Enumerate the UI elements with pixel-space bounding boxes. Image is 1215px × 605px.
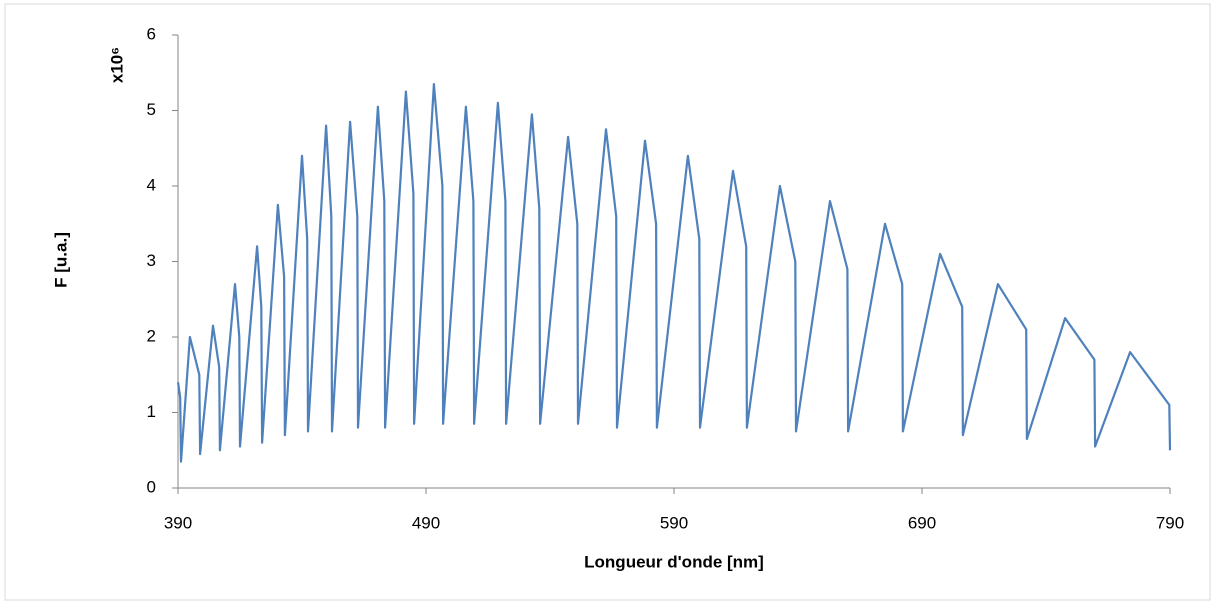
chart-frame (4, 3, 1211, 601)
y-tick-label: 1 (147, 402, 156, 421)
x-tick-label: 690 (908, 513, 936, 532)
y-tick-label: 3 (147, 251, 156, 270)
y-tick-label: 6 (147, 24, 156, 43)
data-line (176, 83, 1172, 463)
y-tick-label: 0 (147, 477, 156, 496)
x-tick-label: 390 (164, 513, 192, 532)
y-axis-title: F [u.a.] (51, 232, 70, 288)
y-multiplier: x10⁶ (107, 47, 126, 83)
x-tick-label: 490 (412, 513, 440, 532)
x-tick-label: 590 (660, 513, 688, 532)
y-tick-label: 5 (147, 100, 156, 119)
y-tick-label: 4 (147, 175, 156, 194)
x-tick-label: 790 (1156, 513, 1184, 532)
x-axis-title: Longueur d'onde [nm] (584, 552, 764, 571)
y-tick-label: 2 (147, 326, 156, 345)
